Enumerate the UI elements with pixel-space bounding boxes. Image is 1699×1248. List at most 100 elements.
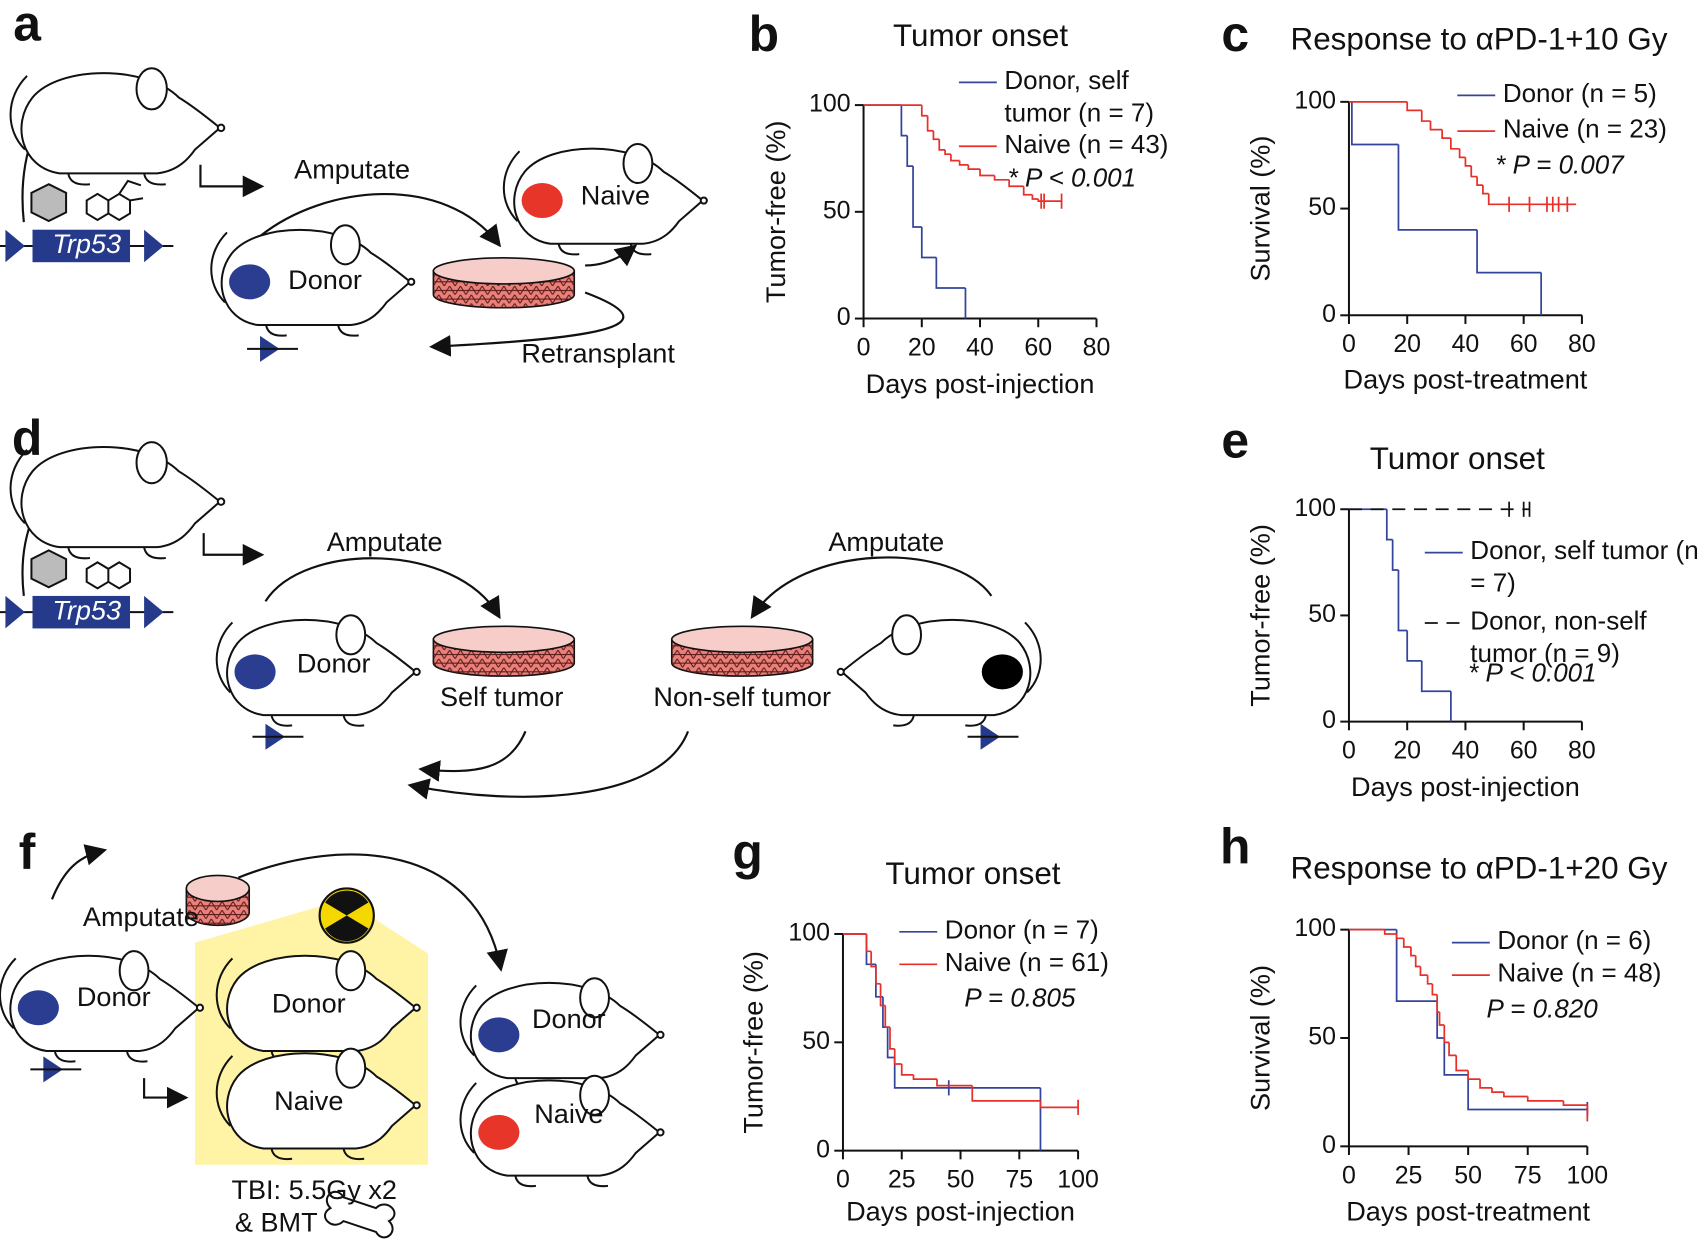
tumor (478, 1114, 520, 1150)
diagram-label: Donor (272, 988, 346, 1019)
survival-step (865, 933, 872, 953)
mouse-icon (11, 68, 225, 184)
chart-title: Tumor onset (1370, 441, 1545, 476)
chart-title: Response to αPD-1+10 Gy (1291, 21, 1668, 56)
survival-step (879, 983, 886, 1007)
x-tick-label: 75 (1005, 1166, 1033, 1194)
mouse-icon (504, 144, 707, 254)
bone-icon (325, 1192, 394, 1238)
legend-label-box: Naive (n = 48) (1497, 959, 1661, 988)
survival-step (893, 1057, 1041, 1089)
y-tick-label: 50 (823, 196, 851, 224)
panel-letter: e (1221, 412, 1249, 468)
x-tick-label: 80 (1083, 333, 1111, 361)
x-tick-label: 0 (1342, 330, 1356, 358)
mouse-ear (580, 978, 609, 1017)
mouse-ear (336, 1049, 365, 1088)
mouse-tail (460, 1083, 476, 1153)
survival-step (900, 105, 908, 137)
mouse-ear (137, 68, 167, 109)
survival-step (900, 1063, 914, 1076)
y-tick-label: 0 (816, 1135, 830, 1163)
survival-step (1429, 121, 1443, 131)
legend-label-box: Donor (n = 7) (945, 916, 1099, 945)
legend-label-box: Donor, self tumor (n = 7) (1004, 66, 1154, 128)
survival-step (1391, 539, 1399, 571)
survival-step (1402, 938, 1411, 948)
tumor (229, 264, 271, 300)
survival-step (950, 154, 960, 162)
y-tick-label: 100 (809, 90, 851, 118)
survival-step (920, 105, 928, 117)
survival-step (1458, 148, 1466, 159)
survival-step (884, 1005, 890, 1029)
mouse-nose (701, 197, 707, 203)
diagram-label: Trp53 (52, 594, 121, 625)
annotation-box: P = 0.805 (964, 984, 1075, 1013)
legend-label: Donor, self tumor (n = 7) (1004, 66, 1154, 128)
diagram-label: Amputate (294, 153, 410, 184)
x-tick-label: 0 (857, 333, 871, 361)
x-tick-label: 25 (888, 1166, 916, 1194)
mouse-body (227, 956, 416, 1051)
x-tick-label: 50 (1454, 1161, 1482, 1189)
survival-step (1470, 165, 1478, 178)
legend-label: Donor, self tumor (n = 7) (1470, 536, 1699, 599)
virus-icon (31, 550, 66, 587)
mouse-icon (211, 225, 414, 335)
survival-step (1443, 1037, 1469, 1076)
survival-step (1383, 929, 1397, 935)
mouse-body (21, 447, 219, 547)
x-tick-label: 20 (908, 333, 936, 361)
panel-letter: f (19, 824, 36, 880)
x-tick-label: 80 (1568, 737, 1596, 765)
survival-step (1562, 1100, 1588, 1107)
survival-step (889, 1027, 895, 1050)
survival-step (1419, 966, 1428, 977)
panel-letter: h (1220, 819, 1250, 875)
culture-dish (432, 625, 576, 677)
legend-label: Donor, non-self tumor (n = 9) (1470, 606, 1647, 669)
tumor (478, 1017, 520, 1053)
diagram-label: Self tumor (440, 681, 563, 712)
mouse-icon (460, 978, 663, 1088)
mouse-body (842, 620, 1031, 715)
mouse-ear (331, 225, 360, 264)
survival-step (1464, 157, 1472, 167)
mouse-icon (217, 951, 420, 1061)
x-tick-label: 0 (1342, 737, 1356, 765)
survival-step (1037, 199, 1062, 203)
mouse-body (21, 73, 219, 173)
mouse-nose (218, 498, 225, 505)
mouse-ear (336, 615, 365, 654)
survival-step (1443, 1024, 1450, 1044)
mouse-nose (218, 125, 225, 132)
y-tick-label: 100 (1294, 86, 1336, 114)
survival-step (1406, 101, 1422, 112)
survival-step (1397, 569, 1408, 632)
mouse-body (10, 956, 199, 1051)
mouse-ear (120, 951, 149, 990)
mouse-feet (68, 173, 166, 184)
legend-label-box: Donor, non-self tumor (n = 9) (1470, 606, 1647, 669)
mouse-icon (460, 1076, 663, 1186)
tumor (17, 990, 59, 1026)
annotation-box: P = 0.820 (1487, 995, 1598, 1024)
mouse-nose (838, 669, 844, 675)
mouse-tail (1025, 622, 1041, 692)
survival-step (938, 139, 946, 151)
survival-step (1431, 983, 1438, 996)
mouse-nose (414, 1102, 420, 1108)
survival-step (886, 1027, 895, 1059)
gene-box (32, 229, 131, 263)
survival-step (993, 175, 1010, 181)
mouse-feet (515, 1176, 608, 1187)
diagram-label: Amputate (828, 526, 944, 557)
dish-rim (670, 625, 814, 654)
x-tick-label: 25 (1395, 1161, 1423, 1189)
diagram-label: TBI: 5.5Gy x2 (231, 1174, 397, 1205)
annotation-box: * P < 0.001 (1008, 164, 1136, 193)
x-tick-label: 40 (1452, 330, 1480, 358)
